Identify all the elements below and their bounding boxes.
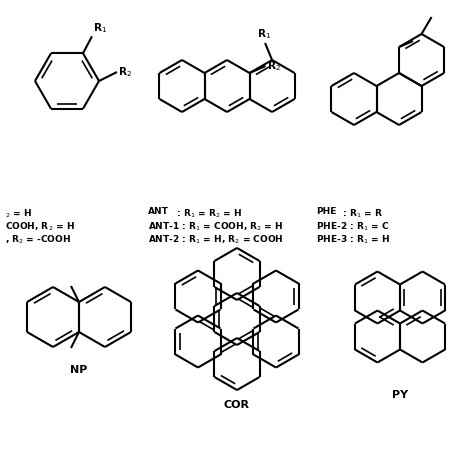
Text: ANT-2 : R$_1$ = H, R$_2$ = COOH: ANT-2 : R$_1$ = H, R$_2$ = COOH xyxy=(148,233,283,246)
Text: $_2$ = H: $_2$ = H xyxy=(5,207,32,219)
Text: PY: PY xyxy=(392,390,408,400)
Text: ANT: ANT xyxy=(148,207,169,216)
Text: R$_1$: R$_1$ xyxy=(93,21,107,35)
Text: : R$_1$ = R$_2$ = H: : R$_1$ = R$_2$ = H xyxy=(167,207,242,219)
Text: ANT-1 : R$_1$ = COOH, R$_2$ = H: ANT-1 : R$_1$ = COOH, R$_2$ = H xyxy=(148,220,283,233)
Text: NP: NP xyxy=(70,365,88,375)
Text: PHE-3 : R$_1$ = H: PHE-3 : R$_1$ = H xyxy=(316,233,390,246)
Text: COOH, R$_2$ = H: COOH, R$_2$ = H xyxy=(5,220,75,233)
Text: PHE: PHE xyxy=(316,207,337,216)
Text: R$_1$: R$_1$ xyxy=(257,27,271,41)
Text: R$_2$: R$_2$ xyxy=(266,59,281,73)
Text: : R$_1$ = R: : R$_1$ = R xyxy=(333,207,383,219)
Text: PHE-2 : R$_1$ = C: PHE-2 : R$_1$ = C xyxy=(316,220,389,233)
Text: , R$_2$ = -COOH: , R$_2$ = -COOH xyxy=(5,233,71,246)
Text: COR: COR xyxy=(224,400,250,410)
Text: R$_2$: R$_2$ xyxy=(118,65,132,79)
